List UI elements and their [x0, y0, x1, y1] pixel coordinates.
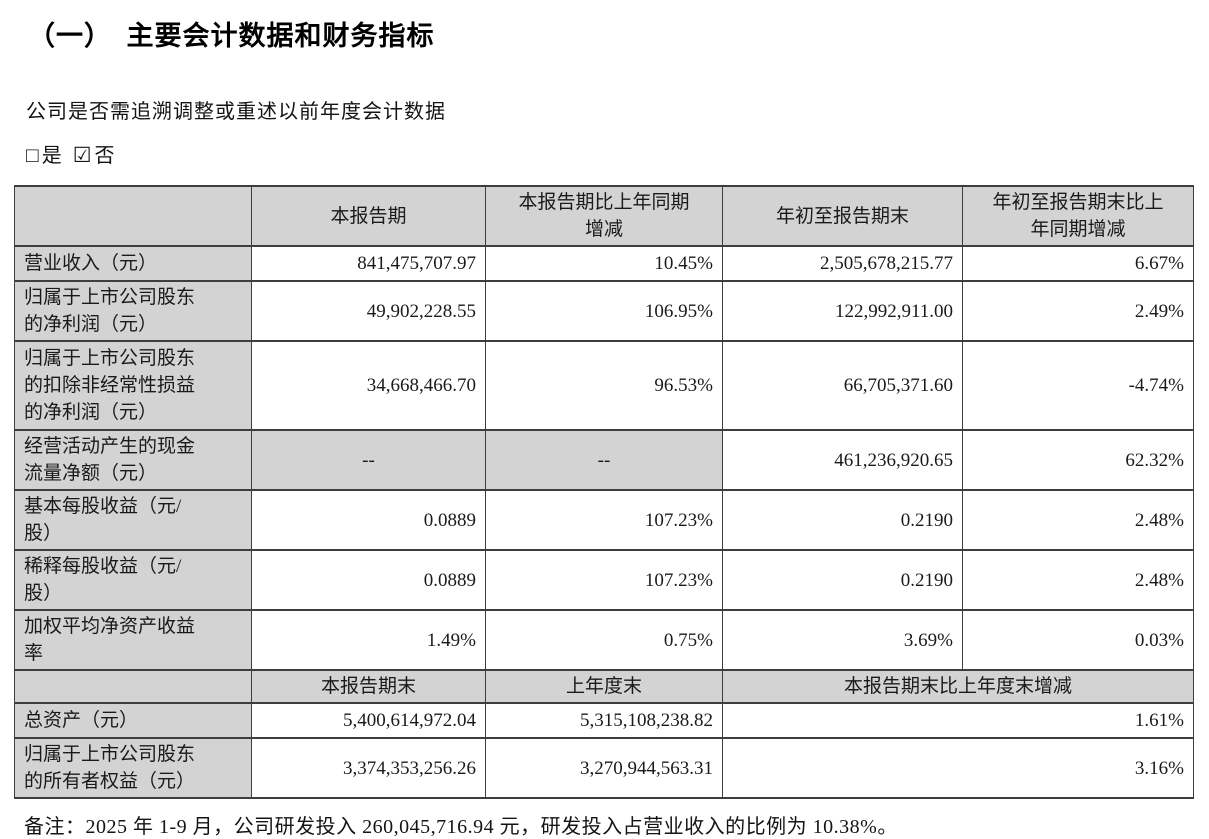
header-empty-cell — [14, 185, 252, 247]
document-page: （一） 主要会计数据和财务指标 公司是否需追溯调整或重述以前年度会计数据 □ 是 ☑… — [0, 14, 1209, 839]
table-row: 稀释每股收益（元/ 股） 0.0889 107.23% 0.2190 2.48% — [14, 549, 1194, 611]
table-row: 归属于上市公司股东 的扣除非经常性损益 的净利润（元） 34,668,466.7… — [14, 340, 1194, 431]
header-end-of-prior-year: 上年度末 — [485, 669, 723, 704]
cell-value: 6.67% — [962, 245, 1194, 282]
cell-value: 0.2190 — [722, 549, 963, 611]
cell-value: 2.49% — [962, 280, 1194, 342]
checkbox-yes: □ 是 — [26, 143, 63, 167]
cell-value: 122,992,911.00 — [722, 280, 963, 342]
restatement-answer: □ 是 ☑ 否 — [26, 139, 1209, 168]
table-row: 加权平均净资产收益 率 1.49% 0.75% 3.69% 0.03% — [14, 609, 1194, 671]
header-current-period: 本报告期 — [251, 185, 486, 247]
cell-value: 3.69% — [722, 609, 963, 671]
header-current-period-yoy-change: 本报告期比上年同期 增减 — [485, 185, 723, 247]
cell-value: 3,270,944,563.31 — [485, 737, 723, 799]
cell-value: 0.2190 — [722, 489, 963, 551]
header-period-end-change: 本报告期末比上年度末增减 — [722, 669, 1194, 704]
cell-value: 841,475,707.97 — [251, 245, 486, 282]
cell-value: 62.32% — [962, 429, 1194, 491]
header-ytd-yoy-change: 年初至报告期末比上 年同期增减 — [962, 185, 1194, 247]
checkbox-no: ☑ 否 — [72, 143, 116, 167]
cell-value: 10.45% — [485, 245, 723, 282]
row-label: 基本每股收益（元/ 股） — [14, 489, 252, 551]
cell-value: 0.0889 — [251, 549, 486, 611]
cell-value: 1.49% — [251, 609, 486, 671]
section-title: （一） 主要会计数据和财务指标 — [28, 21, 435, 51]
header-empty-cell — [14, 669, 252, 704]
cell-value: 106.95% — [485, 280, 723, 342]
table-row: 归属于上市公司股东 的所有者权益（元） 3,374,353,256.26 3,2… — [14, 737, 1194, 799]
cell-value: 96.53% — [485, 340, 723, 431]
header-ytd: 年初至报告期末 — [722, 185, 963, 247]
unchecked-box-icon: □ — [26, 143, 40, 167]
table-row: 总资产（元） 5,400,614,972.04 5,315,108,238.82… — [14, 702, 1194, 739]
row-label: 归属于上市公司股东 的扣除非经常性损益 的净利润（元） — [14, 340, 252, 431]
table-header-row-2: 本报告期末 上年度末 本报告期末比上年度末增减 — [14, 669, 1194, 704]
cell-value: 0.75% — [485, 609, 723, 671]
cell-value: 5,315,108,238.82 — [485, 702, 723, 739]
cell-value: 2,505,678,215.77 — [722, 245, 963, 282]
cell-value: 5,400,614,972.04 — [251, 702, 486, 739]
cell-value: -- — [251, 429, 486, 491]
checkbox-yes-label: 是 — [41, 145, 63, 167]
financial-indicators-table: 本报告期 本报告期比上年同期 增减 年初至报告期末 年初至报告期末比上 年同期增… — [14, 185, 1194, 799]
cell-value: 2.48% — [962, 549, 1194, 611]
cell-value: 0.0889 — [251, 489, 486, 551]
cell-value: 1.61% — [722, 702, 1194, 739]
table-row: 基本每股收益（元/ 股） 0.0889 107.23% 0.2190 2.48% — [14, 489, 1194, 551]
restatement-question: 公司是否需追溯调整或重述以前年度会计数据 — [26, 101, 446, 123]
checkbox-no-label: 否 — [94, 145, 116, 167]
cell-value: 66,705,371.60 — [722, 340, 963, 431]
footnote: 备注：2025 年 1-9 月，公司研发投入 260,045,716.94 元，… — [24, 816, 898, 838]
table-header-row-1: 本报告期 本报告期比上年同期 增减 年初至报告期末 年初至报告期末比上 年同期增… — [14, 185, 1194, 247]
cell-value: 2.48% — [962, 489, 1194, 551]
cell-value: 3.16% — [722, 737, 1194, 799]
cell-value: 0.03% — [962, 609, 1194, 671]
row-label: 经营活动产生的现金 流量净额（元） — [14, 429, 252, 491]
row-label: 归属于上市公司股东 的所有者权益（元） — [14, 737, 252, 799]
cell-value: -4.74% — [962, 340, 1194, 431]
checked-box-icon: ☑ — [72, 143, 93, 167]
table-row: 经营活动产生的现金 流量净额（元） -- -- 461,236,920.65 6… — [14, 429, 1194, 491]
table-row: 归属于上市公司股东 的净利润（元） 49,902,228.55 106.95% … — [14, 280, 1194, 342]
row-label: 稀释每股收益（元/ 股） — [14, 549, 252, 611]
cell-value: -- — [485, 429, 723, 491]
row-label: 总资产（元） — [14, 702, 252, 739]
cell-value: 49,902,228.55 — [251, 280, 486, 342]
row-label: 加权平均净资产收益 率 — [14, 609, 252, 671]
cell-value: 461,236,920.65 — [722, 429, 963, 491]
cell-value: 107.23% — [485, 549, 723, 611]
cell-value: 34,668,466.70 — [251, 340, 486, 431]
cell-value: 3,374,353,256.26 — [251, 737, 486, 799]
row-label: 营业收入（元） — [14, 245, 252, 282]
header-end-of-period: 本报告期末 — [251, 669, 486, 704]
cell-value: 107.23% — [485, 489, 723, 551]
row-label: 归属于上市公司股东 的净利润（元） — [14, 280, 252, 342]
table-row: 营业收入（元） 841,475,707.97 10.45% 2,505,678,… — [14, 245, 1194, 282]
